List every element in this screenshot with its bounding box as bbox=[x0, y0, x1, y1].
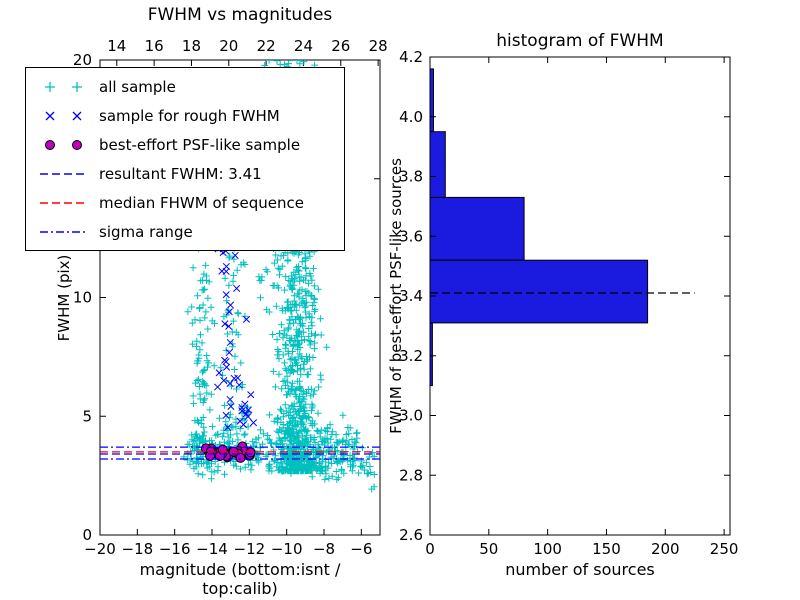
legend-item-rough-fwhm: sample for rough FWHM bbox=[26, 101, 344, 130]
legend: all sample sample for rough FWHM best-ef… bbox=[25, 67, 345, 251]
legend-item-sigma-range: sigma range bbox=[26, 217, 344, 246]
tick-label: 20 bbox=[73, 51, 92, 69]
legend-label-median-fwhm: median FHWM of sequence bbox=[99, 193, 304, 212]
tick-label: 16 bbox=[145, 37, 164, 55]
tick-label: 26 bbox=[331, 37, 350, 55]
tick-label: 14 bbox=[107, 37, 126, 55]
legend-item-resultant-fwhm: resultant FWHM: 3.41 bbox=[26, 159, 344, 188]
left-plot-title: FWHM vs magnitudes bbox=[147, 5, 333, 25]
cross-markers-icon bbox=[45, 111, 82, 120]
tick-label: −20 bbox=[84, 540, 116, 558]
resultant-line-icon bbox=[40, 172, 87, 175]
tick-label: 2.6 bbox=[399, 526, 423, 544]
rough-fwhm-points bbox=[214, 231, 258, 431]
tick-label: 3.0 bbox=[399, 407, 423, 425]
tick-label: 10 bbox=[73, 289, 92, 307]
tick-label: 22 bbox=[257, 37, 276, 55]
tick-label: −12 bbox=[234, 540, 266, 558]
tick-label: 3.6 bbox=[399, 227, 423, 245]
legend-label-resultant-fwhm: resultant FWHM: 3.41 bbox=[99, 164, 262, 183]
tick-label: −8 bbox=[313, 540, 335, 558]
right-plot-title: histogram of FWHM bbox=[496, 31, 664, 51]
legend-label-sigma-range: sigma range bbox=[99, 222, 193, 241]
tick-label: 0 bbox=[82, 526, 92, 544]
plus-markers-icon bbox=[45, 81, 82, 92]
median-line-icon bbox=[40, 201, 87, 204]
tick-label: 3.2 bbox=[399, 347, 423, 365]
legend-label-rough-fwhm: sample for rough FWHM bbox=[99, 106, 280, 125]
tick-label: 2.8 bbox=[399, 466, 423, 484]
left-plot-ylabel: FWHM (pix) bbox=[55, 254, 73, 342]
tick-label: 0 bbox=[425, 540, 435, 558]
hist-bar bbox=[429, 68, 434, 133]
tick-label: 4.2 bbox=[399, 48, 423, 66]
sigma-line-icon bbox=[40, 230, 87, 233]
legend-label-psf-sample: best-effort PSF-like sample bbox=[99, 135, 301, 154]
hist-bar bbox=[429, 131, 446, 198]
left-plot-xlabel: magnitude (bottom:isnt / top:calib) bbox=[139, 560, 341, 598]
tick-label: −6 bbox=[350, 540, 372, 558]
tick-label: 100 bbox=[533, 540, 562, 558]
tick-label: −14 bbox=[196, 540, 228, 558]
right-plot-xlabel: number of sources bbox=[505, 560, 655, 579]
circle-markers-icon bbox=[45, 139, 82, 150]
tick-label: −10 bbox=[271, 540, 303, 558]
tick-label: 24 bbox=[294, 37, 313, 55]
hist-bar bbox=[429, 322, 433, 387]
tick-label: 5 bbox=[82, 407, 92, 425]
tick-label: 3.8 bbox=[399, 168, 423, 186]
tick-label: −16 bbox=[159, 540, 191, 558]
legend-label-all-sample: all sample bbox=[99, 77, 176, 96]
legend-item-median-fwhm: median FHWM of sequence bbox=[26, 188, 344, 217]
hist-bar bbox=[429, 259, 649, 324]
tick-label: 250 bbox=[710, 540, 739, 558]
tick-label: 200 bbox=[651, 540, 680, 558]
hist-bar bbox=[429, 196, 525, 261]
legend-item-psf-sample: best-effort PSF-like sample bbox=[26, 130, 344, 159]
tick-label: 18 bbox=[182, 37, 201, 55]
legend-item-all-sample: all sample bbox=[26, 72, 344, 101]
tick-label: 4.0 bbox=[399, 108, 423, 126]
tick-label: 50 bbox=[479, 540, 498, 558]
tick-label: 150 bbox=[592, 540, 621, 558]
right-plot-ylabel: FWHM of best-effort PSF-like sources bbox=[387, 158, 405, 434]
tick-label: 3.4 bbox=[399, 287, 423, 305]
tick-label: −18 bbox=[122, 540, 154, 558]
tick-label: 28 bbox=[369, 37, 388, 55]
tick-label: 20 bbox=[219, 37, 238, 55]
